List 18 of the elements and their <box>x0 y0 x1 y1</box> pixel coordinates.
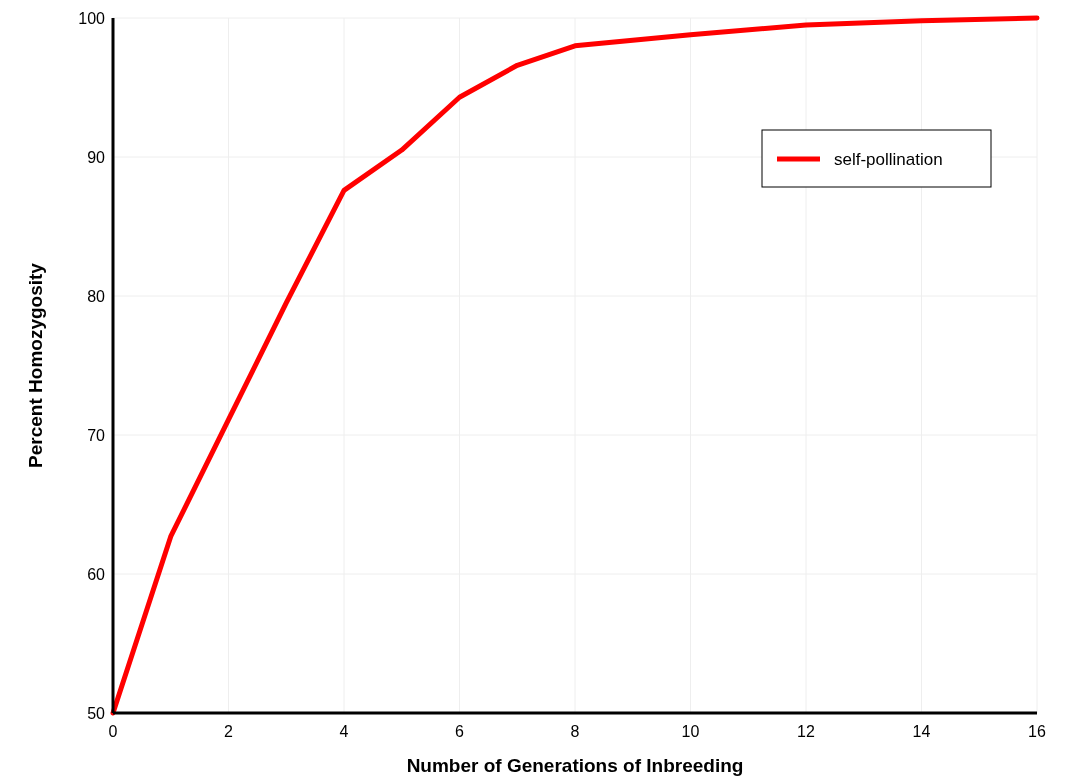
y-tick-label: 60 <box>87 566 106 583</box>
x-tick-label: 10 <box>681 723 700 740</box>
x-axis-title: Number of Generations of Inbreeding <box>406 755 744 776</box>
x-tick-label: 16 <box>1028 723 1046 740</box>
y-axis-title: Percent Homozygosity <box>25 262 46 468</box>
x-tick-label: 8 <box>570 723 580 740</box>
y-tick-label: 50 <box>87 705 106 722</box>
legend-label: self-pollination <box>834 150 943 169</box>
x-tick-label: 0 <box>108 723 118 740</box>
y-tick-label: 70 <box>87 427 106 444</box>
x-tick-label: 14 <box>912 723 931 740</box>
x-tick-label: 4 <box>339 723 349 740</box>
x-tick-label: 2 <box>224 723 234 740</box>
y-tick-label: 90 <box>87 149 106 166</box>
y-tick-label: 100 <box>78 10 106 27</box>
y-tick-label: 80 <box>87 288 106 305</box>
x-tick-label: 12 <box>797 723 815 740</box>
x-tick-label: 6 <box>455 723 465 740</box>
